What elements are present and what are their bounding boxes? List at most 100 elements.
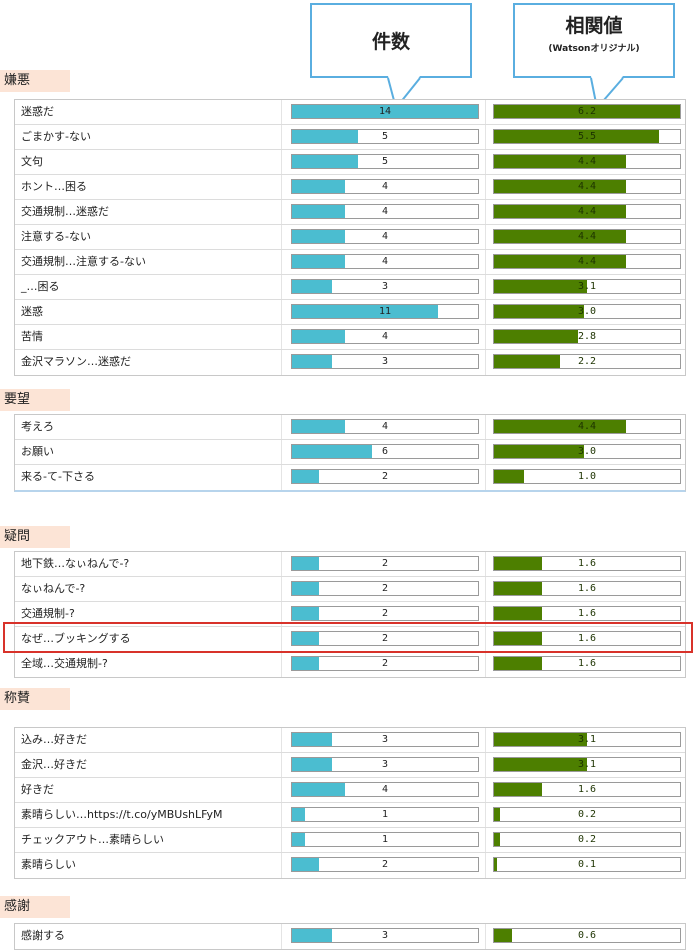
corr-bar: 3.0 — [493, 304, 681, 319]
table-row[interactable]: 素晴らしい 2 0.1 — [15, 853, 685, 878]
corr-value: 4.4 — [577, 181, 597, 192]
corr-header-callout: 相関値 (Watsonオリジナル) — [513, 3, 675, 110]
corr-value: 4.4 — [577, 256, 597, 267]
table-row[interactable]: 素晴らしい…https://t.co/yMBUshLFyM 1 0.2 — [15, 803, 685, 828]
column-divider — [281, 803, 282, 827]
section-table: 地下鉄…なぃねんで-? 2 1.6 なぃねんで-? 2 1.6 交通規制-? 2 1.6 なぜ…ブ… — [14, 551, 686, 678]
row-label: 来る-て-下さる — [21, 470, 95, 483]
count-bar-fill — [292, 420, 346, 433]
table-row[interactable]: 文句 5 4.4 — [15, 150, 685, 175]
table-row[interactable]: 感謝する 3 0.6 — [15, 924, 685, 949]
column-divider — [485, 465, 486, 490]
corr-bar-fill — [494, 155, 626, 168]
count-bar: 3 — [291, 354, 479, 369]
table-row[interactable]: 交通規制…注意する-ない 4 4.4 — [15, 250, 685, 275]
count-bar: 2 — [291, 469, 479, 484]
corr-bar-fill — [494, 858, 497, 871]
corr-bar: 0.2 — [493, 832, 681, 847]
table-row[interactable]: なぃねんで-? 2 1.6 — [15, 577, 685, 602]
count-bar-fill — [292, 557, 319, 570]
count-bar-fill — [292, 657, 319, 670]
column-divider — [281, 100, 282, 124]
corr-bar: 5.5 — [493, 129, 681, 144]
corr-bar-fill — [494, 929, 512, 942]
table-row[interactable]: 注意する-ない 4 4.4 — [15, 225, 685, 250]
row-label: なぜ…ブッキングする — [21, 632, 131, 645]
row-label: 全域…交通規制-? — [21, 657, 108, 670]
column-divider — [281, 924, 282, 949]
count-bar-fill — [292, 105, 478, 118]
corr-bar-fill — [494, 733, 587, 746]
table-row[interactable]: ごまかす-ない 5 5.5 — [15, 125, 685, 150]
count-bar-fill — [292, 733, 332, 746]
count-bar-fill — [292, 445, 372, 458]
corr-bar-fill — [494, 105, 680, 118]
column-divider — [485, 828, 486, 852]
table-row[interactable]: ホント…困る 4 4.4 — [15, 175, 685, 200]
row-label: 素晴らしい…https://t.co/yMBUshLFyM — [21, 808, 223, 821]
count-bar: 3 — [291, 757, 479, 772]
highlight-box — [3, 622, 693, 653]
count-value: 2 — [381, 583, 389, 594]
corr-value: 4.4 — [577, 206, 597, 217]
table-row[interactable]: なぜ…ブッキングする 2 1.6 — [15, 627, 685, 652]
row-label: 考えろ — [21, 420, 54, 433]
table-row[interactable]: 苦情 4 2.8 — [15, 325, 685, 350]
corr-header-subtitle: (Watsonオリジナル) — [548, 44, 640, 54]
column-divider — [485, 753, 486, 777]
table-row[interactable]: 好きだ 4 1.6 — [15, 778, 685, 803]
table-row[interactable]: お願い 6 3.0 — [15, 440, 685, 465]
count-bar-fill — [292, 155, 359, 168]
table-row[interactable]: 込み…好きだ 3 3.1 — [15, 728, 685, 753]
corr-bar-fill — [494, 355, 560, 368]
table-row[interactable]: 迷惑 11 3.0 — [15, 300, 685, 325]
table-row[interactable]: チェックアウト…素晴らしい 1 0.2 — [15, 828, 685, 853]
table-row[interactable]: 金沢…好きだ 3 3.1 — [15, 753, 685, 778]
count-bar: 1 — [291, 807, 479, 822]
corr-value: 3.1 — [577, 281, 597, 292]
section-title: 感謝 — [0, 896, 70, 918]
column-divider — [281, 828, 282, 852]
table-row[interactable]: 交通規制…迷惑だ 4 4.4 — [15, 200, 685, 225]
row-label: 地下鉄…なぃねんで-? — [21, 557, 130, 570]
corr-value: 0.6 — [577, 930, 597, 941]
row-label: チェックアウト…素晴らしい — [21, 833, 164, 846]
column-divider — [281, 300, 282, 324]
table-row[interactable]: 来る-て-下さる 2 1.0 — [15, 465, 685, 490]
corr-value: 4.4 — [577, 421, 597, 432]
column-divider — [485, 125, 486, 149]
count-bar: 4 — [291, 254, 479, 269]
count-bar: 4 — [291, 229, 479, 244]
table-row[interactable]: 全域…交通規制-? 2 1.6 — [15, 652, 685, 677]
column-divider — [485, 652, 486, 677]
table-row[interactable]: 迷惑だ 14 6.2 — [15, 100, 685, 125]
row-label: 苦情 — [21, 330, 43, 343]
column-divider — [281, 778, 282, 802]
table-row[interactable]: 地下鉄…なぃねんで-? 2 1.6 — [15, 552, 685, 577]
table-row[interactable]: 金沢マラソン…迷惑だ 3 2.2 — [15, 350, 685, 375]
column-divider — [485, 415, 486, 439]
count-bar-fill — [292, 130, 359, 143]
column-divider — [281, 325, 282, 349]
count-bar: 4 — [291, 419, 479, 434]
count-value: 2 — [381, 608, 389, 619]
count-bar-fill — [292, 808, 306, 821]
corr-bar-fill — [494, 420, 626, 433]
corr-bar: 1.6 — [493, 556, 681, 571]
count-bar: 3 — [291, 928, 479, 943]
row-label: 文句 — [21, 155, 43, 168]
column-divider — [281, 275, 282, 299]
count-bar: 4 — [291, 782, 479, 797]
table-row[interactable]: 考えろ 4 4.4 — [15, 415, 685, 440]
corr-bar-fill — [494, 230, 626, 243]
table-row[interactable]: 交通規制-? 2 1.6 — [15, 602, 685, 627]
corr-bar-fill — [494, 280, 587, 293]
count-header-title: 件数 — [371, 31, 410, 53]
table-row[interactable]: _…困る 3 3.1 — [15, 275, 685, 300]
count-value: 1 — [381, 834, 389, 845]
count-value: 3 — [381, 356, 389, 367]
corr-value: 6.2 — [577, 106, 597, 117]
count-bar-fill — [292, 929, 332, 942]
corr-bar: 1.6 — [493, 782, 681, 797]
section-table: 考えろ 4 4.4 お願い 6 3.0 来る-て-下さる 2 1.0 — [14, 414, 686, 492]
